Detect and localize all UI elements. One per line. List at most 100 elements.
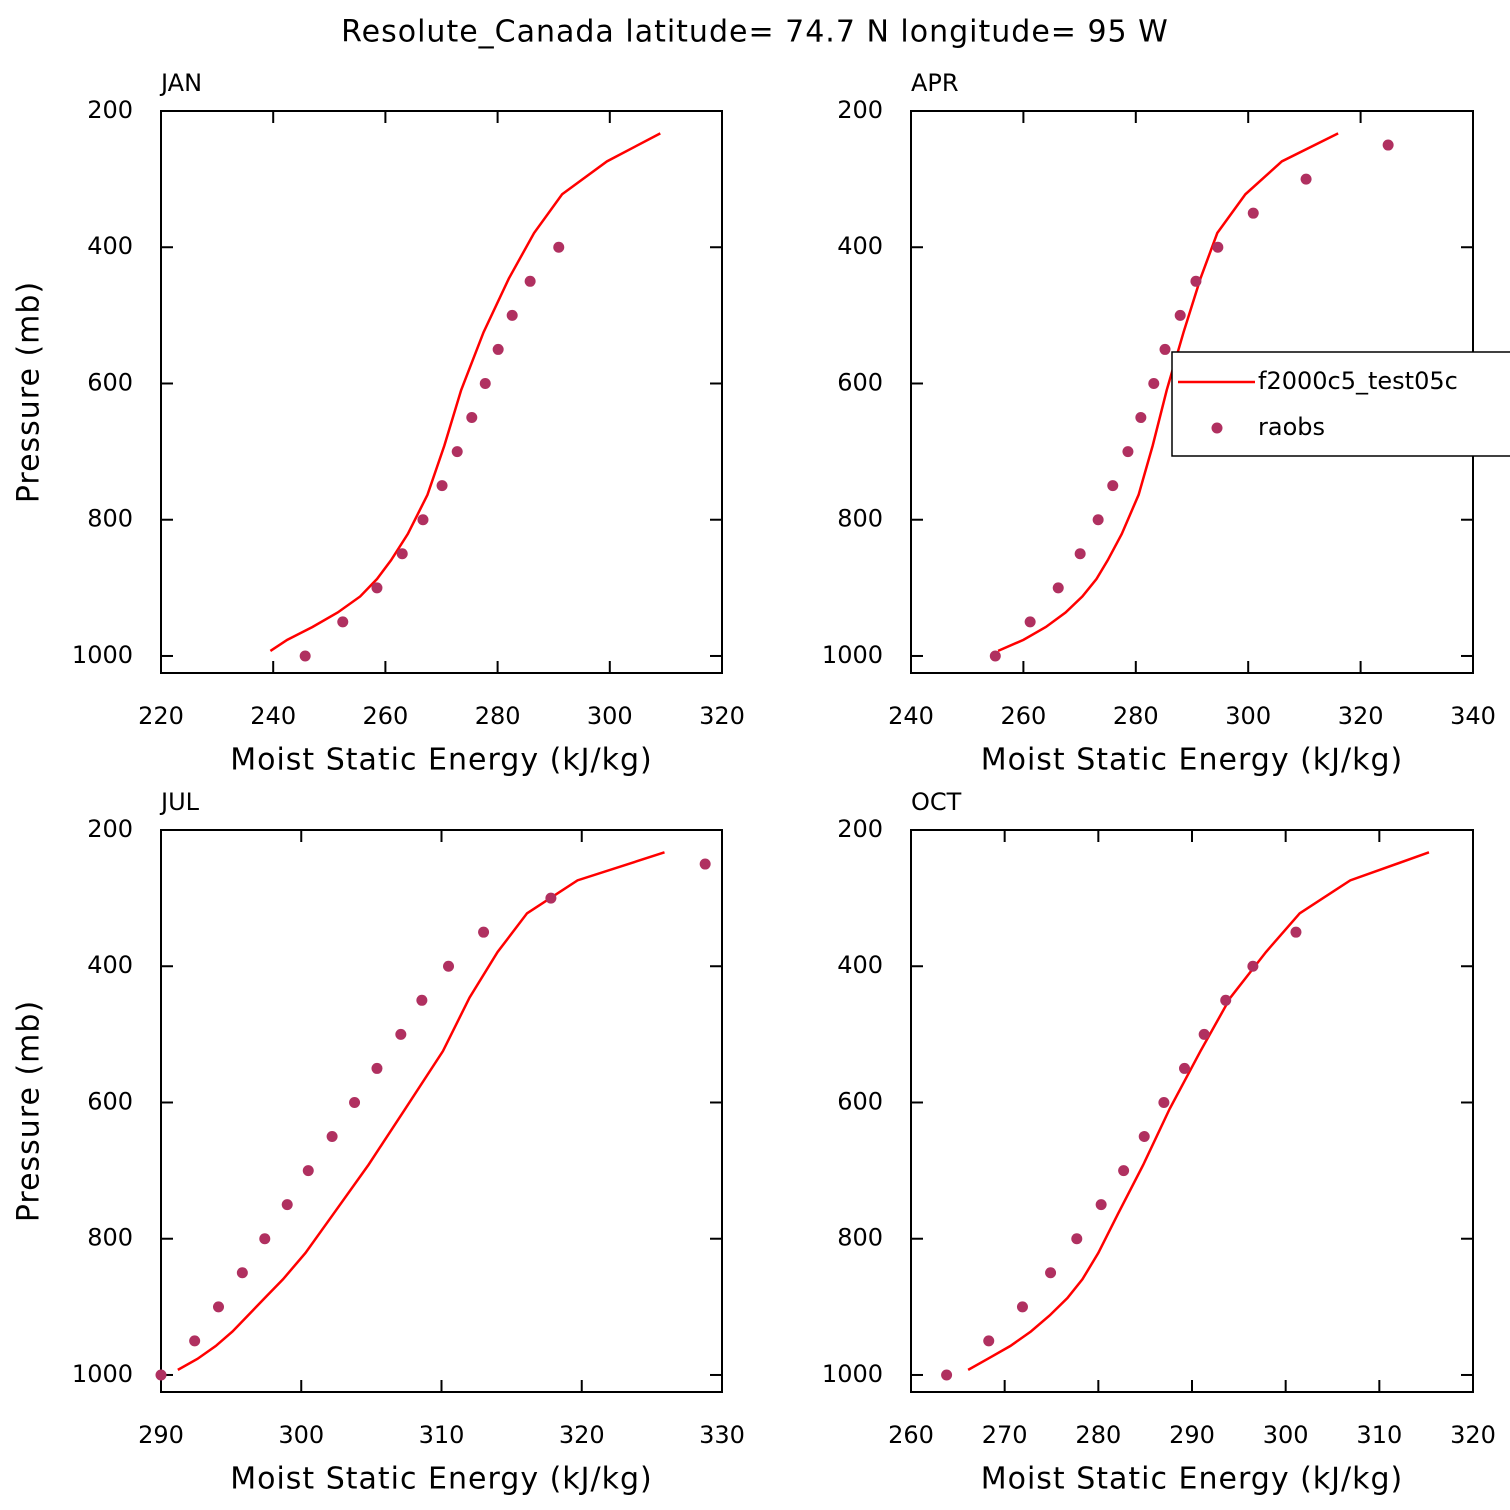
x-axis-label: Moist Static Energy (kJ/kg): [981, 1462, 1404, 1497]
obs-point: [371, 1062, 383, 1074]
panel-title: JAN: [159, 69, 202, 97]
y-tick-label: 800: [87, 505, 133, 533]
panel-title: JUL: [159, 788, 200, 816]
plot-frame: [160, 110, 723, 674]
obs-point: [1074, 548, 1086, 560]
x-tick-label: 320: [699, 702, 745, 730]
y-tick-label: 400: [87, 951, 133, 979]
legend-marker: [1211, 422, 1223, 434]
obs-point: [1148, 377, 1160, 389]
y-axis-label: Pressure (mb): [12, 1000, 47, 1222]
obs-point: [416, 994, 428, 1006]
obs-point: [553, 241, 565, 253]
y-tick-label: 800: [837, 505, 883, 533]
obs-point: [395, 1028, 407, 1040]
x-tick-label: 280: [475, 702, 521, 730]
x-tick-label: 240: [250, 702, 296, 730]
obs-point: [1118, 1165, 1130, 1177]
obs-point: [1016, 1301, 1028, 1313]
x-tick-label: 330: [699, 1421, 745, 1449]
obs-point: [1107, 480, 1119, 492]
panel-title: APR: [911, 69, 959, 97]
obs-point: [213, 1301, 225, 1313]
obs-point: [1179, 1062, 1191, 1074]
obs-point: [478, 926, 490, 938]
legend-label: f2000c5_test05c: [1258, 367, 1458, 395]
x-tick-label: 310: [1356, 1421, 1402, 1449]
obs-point: [1247, 960, 1259, 972]
y-tick-label: 600: [87, 1087, 133, 1115]
obs-point: [1159, 343, 1171, 355]
x-axis-label: Moist Static Energy (kJ/kg): [230, 743, 653, 778]
x-tick-label: 320: [559, 1421, 605, 1449]
obs-point: [1135, 412, 1147, 424]
obs-point: [189, 1335, 201, 1347]
obs-point: [259, 1233, 271, 1245]
y-tick-label: 400: [837, 951, 883, 979]
y-tick-label: 600: [837, 1087, 883, 1115]
model-line: [269, 132, 661, 652]
obs-point: [1071, 1233, 1083, 1245]
y-tick-label: 800: [87, 1224, 133, 1252]
obs-point: [1190, 275, 1202, 287]
legend-label: raobs: [1258, 413, 1325, 441]
obs-point: [1198, 1028, 1210, 1040]
obs-point: [1092, 514, 1104, 526]
x-tick-label: 290: [138, 1421, 184, 1449]
x-tick-label: 320: [1338, 702, 1384, 730]
obs-point: [1052, 582, 1064, 594]
obs-point: [236, 1267, 248, 1279]
obs-point: [492, 343, 504, 355]
obs-point: [506, 309, 518, 321]
obs-point: [1138, 1131, 1150, 1143]
obs-point: [396, 548, 408, 560]
x-tick-label: 310: [419, 1421, 465, 1449]
model-line: [967, 851, 1430, 1371]
panel-title: OCT: [911, 788, 962, 816]
model-line: [997, 132, 1339, 653]
obs-point: [1247, 207, 1259, 219]
y-tick-label: 400: [837, 232, 883, 260]
x-tick-label: 290: [1169, 1421, 1215, 1449]
obs-point: [326, 1131, 338, 1143]
obs-point: [281, 1199, 293, 1211]
obs-point: [371, 582, 383, 594]
y-tick-label: 800: [837, 1224, 883, 1252]
obs-point: [302, 1165, 314, 1177]
x-tick-label: 260: [1000, 702, 1046, 730]
obs-point: [1300, 173, 1312, 185]
y-tick-label: 200: [837, 96, 883, 124]
y-axis-label: Pressure (mb): [12, 281, 47, 503]
obs-point: [299, 650, 311, 662]
obs-point: [1158, 1096, 1170, 1108]
obs-point: [451, 446, 463, 458]
obs-point: [155, 1369, 167, 1381]
model-line: [177, 851, 665, 1371]
obs-point: [545, 892, 557, 904]
x-tick-label: 240: [888, 702, 934, 730]
obs-point: [1290, 926, 1302, 938]
x-tick-label: 270: [982, 1421, 1028, 1449]
y-tick-label: 1000: [72, 1360, 133, 1388]
obs-point: [699, 858, 711, 870]
obs-point: [349, 1096, 361, 1108]
x-tick-label: 220: [138, 702, 184, 730]
x-tick-label: 300: [278, 1421, 324, 1449]
y-tick-label: 600: [87, 368, 133, 396]
y-tick-label: 200: [87, 96, 133, 124]
obs-point: [989, 650, 1001, 662]
legend-box: [1171, 351, 1510, 457]
x-tick-label: 280: [1075, 1421, 1121, 1449]
obs-point: [983, 1335, 995, 1347]
x-tick-label: 260: [888, 1421, 934, 1449]
obs-point: [1174, 309, 1186, 321]
plot-frame: [910, 829, 1474, 1393]
y-tick-label: 1000: [72, 641, 133, 669]
obs-point: [417, 514, 429, 526]
x-tick-label: 280: [1113, 702, 1159, 730]
obs-point: [941, 1369, 953, 1381]
obs-point: [436, 480, 448, 492]
obs-point: [466, 412, 478, 424]
x-tick-label: 300: [1225, 702, 1271, 730]
